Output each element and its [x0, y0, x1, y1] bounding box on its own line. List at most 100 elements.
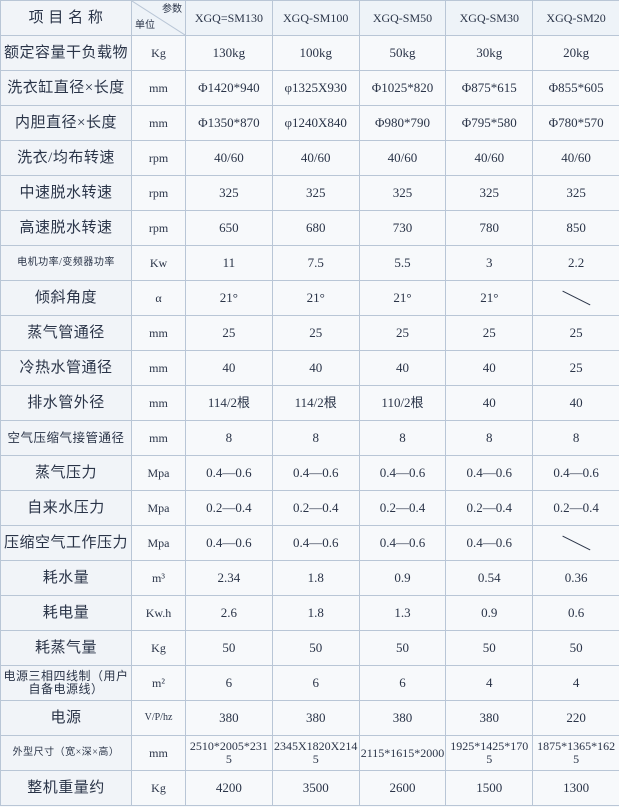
value-cell: 0.2—0.4 — [445, 490, 534, 526]
table-row: 耗电量 Kw.h 2.6 1.8 1.3 0.9 0.6 — [0, 595, 619, 631]
row-unit: mm — [131, 315, 186, 351]
value-cell: 325 — [532, 175, 619, 211]
value-cell: 380 — [358, 700, 447, 736]
header-row: 项 目 名 称 参数 单位 XGQ=SM130 XGQ-SM100 XGQ-SM50… — [0, 0, 619, 36]
table-row: 蒸气压力 Mpa 0.4—0.6 0.4—0.6 0.4—0.6 0.4—0.6 0.4—0… — [0, 455, 619, 491]
value-cell: Φ1420*940 — [185, 70, 273, 106]
table-row: 排水管外径 mm 114/2根 114/2根 110/2根 40 40 — [0, 385, 619, 421]
value-cell: 380 — [445, 700, 534, 736]
row-unit: Mpa — [131, 525, 186, 561]
value-cell: 25 — [532, 315, 619, 351]
value-cell: 40 — [185, 350, 273, 386]
value-cell: φ1240X840 — [271, 105, 360, 141]
row-unit: rpm — [131, 175, 186, 211]
value-cell: 25 — [532, 350, 619, 386]
row-name: 空气压缩气接管通径 — [0, 420, 132, 456]
row-name: 外型尺寸（宽×深×高） — [0, 735, 132, 771]
value-cell: 8 — [445, 420, 534, 456]
name-header: 项 目 名 称 — [0, 0, 132, 36]
value-cell: 1.3 — [358, 595, 447, 631]
value-cell: 40 — [445, 350, 534, 386]
value-cell: 0.2—0.4 — [358, 490, 447, 526]
table-row: 压缩空气工作压力 Mpa 0.4—0.6 0.4—0.6 0.4—0.6 0.4—0.6 — [0, 525, 619, 561]
slash — [562, 290, 591, 306]
value-cell: 1500 — [445, 770, 534, 806]
value-cell: 30kg — [445, 35, 534, 71]
value-cell: Φ875*615 — [445, 70, 534, 106]
value-cell: 40 — [271, 350, 360, 386]
row-name: 电源 — [0, 700, 132, 736]
row-unit: rpm — [131, 210, 186, 246]
value-cell: 325 — [358, 175, 447, 211]
model-header: XGQ-SM50 — [358, 0, 447, 36]
model-header: XGQ-SM30 — [445, 0, 534, 36]
value-cell: 3 — [445, 245, 534, 281]
value-cell: 4200 — [185, 770, 273, 806]
value-cell: 220 — [532, 700, 619, 736]
row-name: 电机功率/变频器功率 — [0, 245, 132, 281]
value-cell: 380 — [271, 700, 360, 736]
value-cell: 21° — [358, 280, 447, 316]
row-unit: mm — [131, 350, 186, 386]
row-name: 耗水量 — [0, 560, 132, 596]
value-cell: 4 — [532, 665, 619, 701]
value-cell: 25 — [445, 315, 534, 351]
value-cell: 780 — [445, 210, 534, 246]
value-cell: Φ1350*870 — [185, 105, 273, 141]
value-cell: 5.5 — [358, 245, 447, 281]
value-cell: 25 — [185, 315, 273, 351]
value-cell: 0.54 — [445, 560, 534, 596]
value-cell: 0.9 — [358, 560, 447, 596]
row-unit: m² — [131, 665, 186, 701]
model-header: XGQ-SM100 — [271, 0, 360, 36]
value-cell: 40/60 — [445, 140, 534, 176]
value-cell: 730 — [358, 210, 447, 246]
row-name: 自来水压力 — [0, 490, 132, 526]
value-cell: Φ795*580 — [445, 105, 534, 141]
value-cell: 6 — [358, 665, 447, 701]
row-unit: Kg — [131, 770, 186, 806]
row-unit: Mpa — [131, 490, 186, 526]
unit-label: 单位 — [135, 20, 155, 31]
value-cell: 0.4—0.6 — [445, 455, 534, 491]
table-row: 电源 V/P/hz 380 380 380 380 220 — [0, 700, 619, 736]
table-row: 耗水量 m³ 2.34 1.8 0.9 0.54 0.36 — [0, 560, 619, 596]
row-name: 排水管外径 — [0, 385, 132, 421]
value-cell: 325 — [445, 175, 534, 211]
value-cell: Φ980*790 — [358, 105, 447, 141]
value-cell: Φ855*605 — [532, 70, 619, 106]
table-row: 倾斜角度 α 21° 21° 21° 21° — [0, 280, 619, 316]
value-cell: 1875*1365*1625 — [532, 735, 619, 771]
value-cell: 40/60 — [532, 140, 619, 176]
row-unit: Kg — [131, 630, 186, 666]
row-name: 洗衣/均布转速 — [0, 140, 132, 176]
value-cell: 2.2 — [532, 245, 619, 281]
table-row: 电机功率/变频器功率 Kw 11 7.5 5.5 3 2.2 — [0, 245, 619, 281]
value-cell: 6 — [185, 665, 273, 701]
value-cell: 40 — [358, 350, 447, 386]
table-row: 额定容量干负载物 Kg 130kg 100kg 50kg 30kg 20kg — [0, 35, 619, 71]
value-cell: 50 — [271, 630, 360, 666]
row-unit: Kw — [131, 245, 186, 281]
value-cell: 0.4—0.6 — [271, 525, 360, 561]
value-cell: 8 — [271, 420, 360, 456]
value-cell: 40 — [532, 385, 619, 421]
value-cell: 21° — [185, 280, 273, 316]
row-name: 整机重量约 — [0, 770, 132, 806]
table-row: 高速脱水转速 rpm 650 680 730 780 850 — [0, 210, 619, 246]
value-cell: 2.6 — [185, 595, 273, 631]
param-label: 参数 — [162, 4, 182, 15]
value-cell: 8 — [185, 420, 273, 456]
value-cell: φ1325X930 — [271, 70, 360, 106]
value-cell: 680 — [271, 210, 360, 246]
value-cell: 114/2根 — [271, 385, 360, 421]
value-cell: 0.4—0.6 — [358, 525, 447, 561]
value-cell: 0.4—0.6 — [271, 455, 360, 491]
row-name: 高速脱水转速 — [0, 210, 132, 246]
slash — [562, 535, 591, 551]
value-cell: 2600 — [358, 770, 447, 806]
param-unit-header: 参数 单位 — [131, 0, 186, 36]
value-cell: 325 — [185, 175, 273, 211]
row-name: 压缩空气工作压力 — [0, 525, 132, 561]
